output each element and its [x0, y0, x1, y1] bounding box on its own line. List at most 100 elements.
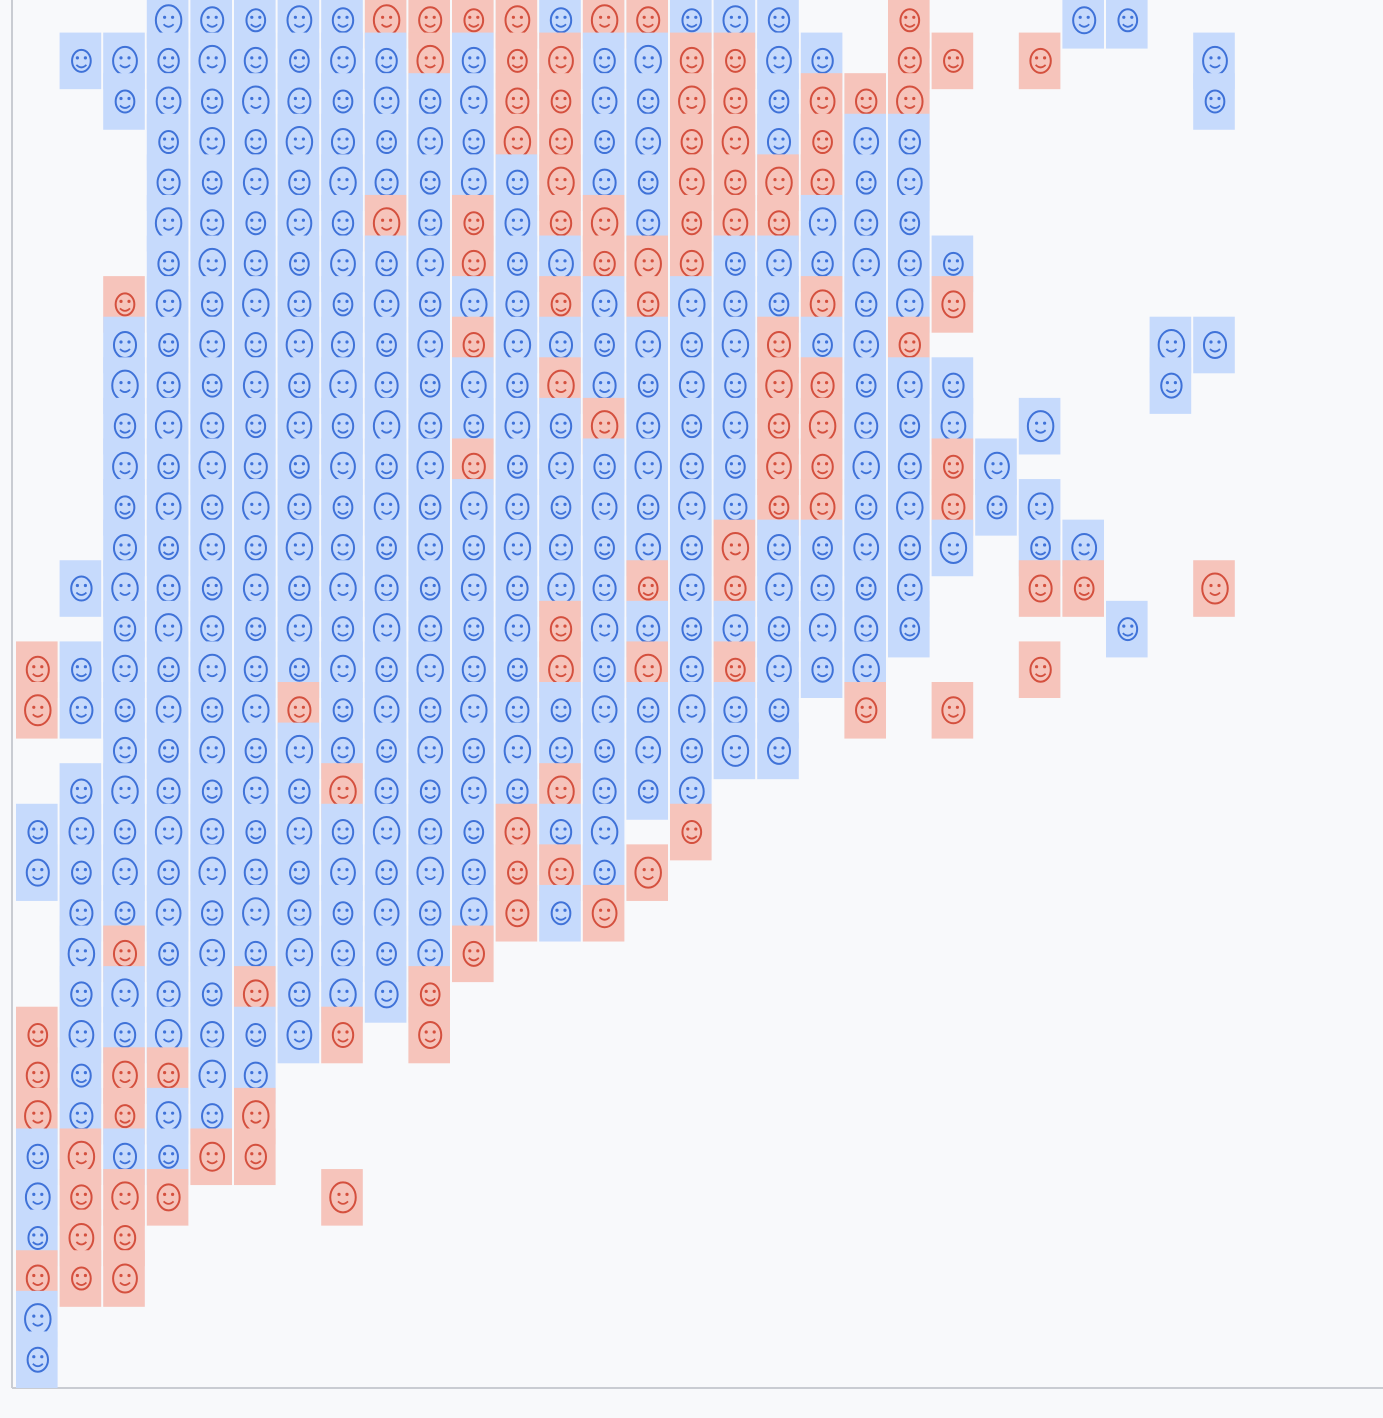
doodle-eye: [345, 1030, 348, 1033]
doodle-eye: [215, 381, 218, 384]
doodle-eye: [294, 543, 297, 546]
doodle-eye: [476, 422, 479, 425]
doodle-eye: [738, 56, 741, 59]
doodle-eye: [433, 381, 436, 384]
doodle-eye: [425, 584, 428, 587]
doodle-eye: [163, 300, 166, 303]
doodle-eye: [345, 97, 348, 100]
doodle-eye: [207, 259, 210, 262]
doodle-eye: [433, 97, 436, 100]
page: (() => { const data = JSON.parse(documen…: [0, 0, 1383, 1418]
doodle-eye: [171, 1112, 174, 1115]
doodle-eye: [76, 827, 79, 830]
doodle-eye: [76, 56, 79, 59]
doodle-eye: [730, 625, 733, 628]
doodle-eye: [730, 746, 733, 749]
tile-background: [60, 682, 102, 739]
doodle-eye: [512, 584, 515, 587]
doodle-eye: [40, 1233, 43, 1236]
doodle-tile: [583, 885, 625, 942]
doodle-eye: [215, 16, 218, 19]
doodle-eye: [520, 300, 523, 303]
doodle-eye: [817, 97, 820, 100]
doodle-eye: [294, 259, 297, 262]
doodle-eye: [520, 909, 523, 912]
doodle-eye: [817, 219, 820, 222]
doodle-eye: [84, 1274, 87, 1277]
doodle-eye: [119, 1112, 122, 1115]
doodle-eye: [119, 97, 122, 100]
doodle-eye: [32, 1112, 35, 1115]
doodle-eye: [520, 827, 523, 830]
doodle-eye: [433, 543, 436, 546]
doodle-eye: [207, 381, 210, 384]
doodle-eye: [258, 1112, 261, 1115]
doodle-eye: [991, 462, 994, 465]
doodle-eye: [258, 990, 261, 993]
doodle-tile: [16, 844, 58, 901]
doodle-eye: [32, 1274, 35, 1277]
doodle-eye: [520, 178, 523, 181]
doodle-eye: [686, 827, 689, 830]
doodle-eye: [425, 259, 428, 262]
doodle-eye: [468, 706, 471, 709]
doodle-eye: [215, 503, 218, 506]
doodle-eye: [215, 97, 218, 100]
doodle-eye: [76, 665, 79, 668]
tile-background: [321, 1007, 363, 1064]
doodle-eye: [563, 543, 566, 546]
doodle-eye: [563, 422, 566, 425]
doodle-eye: [171, 909, 174, 912]
doodle-eye: [381, 300, 384, 303]
doodle-eye: [912, 56, 915, 59]
doodle-tile: [626, 763, 668, 820]
doodle-eye: [686, 219, 689, 222]
doodle-eye: [643, 178, 646, 181]
doodle-eye: [337, 949, 340, 952]
doodle-eye: [40, 868, 43, 871]
doodle-eye: [32, 1315, 35, 1318]
doodle-eye: [294, 300, 297, 303]
doodle-eye: [215, 665, 218, 668]
doodle-eye: [512, 16, 515, 19]
doodle-eye: [912, 462, 915, 465]
doodle-eye: [40, 706, 43, 709]
doodle-eye: [302, 827, 305, 830]
doodle-eye: [294, 787, 297, 790]
doodle-tile: [714, 723, 756, 780]
tile-background: [583, 885, 625, 942]
doodle-eye: [215, 1030, 218, 1033]
doodle-eye: [345, 300, 348, 303]
doodle-tile: [16, 1331, 58, 1388]
doodle-eye: [599, 909, 602, 912]
doodle-eye: [512, 827, 515, 830]
doodle-eye: [163, 1112, 166, 1115]
doodle-eye: [389, 949, 392, 952]
doodle-eye: [215, 584, 218, 587]
doodle-eye: [651, 665, 654, 668]
doodle-eye: [555, 137, 558, 140]
doodle-eye: [730, 259, 733, 262]
doodle-tile: [626, 844, 668, 901]
doodle-eye: [599, 16, 602, 19]
doodle-eye: [520, 706, 523, 709]
doodle-eye: [345, 746, 348, 749]
doodle-eye: [651, 706, 654, 709]
doodle-eye: [425, 665, 428, 668]
doodle-eye: [119, 787, 122, 790]
doodle-eye: [773, 16, 776, 19]
doodle-eye: [425, 990, 428, 993]
doodle-eye: [163, 665, 166, 668]
doodle-eye: [302, 259, 305, 262]
doodle-eye: [825, 259, 828, 262]
doodle-eye: [337, 462, 340, 465]
doodle-eye: [127, 422, 130, 425]
doodle-eye: [1209, 56, 1212, 59]
tile-background: [103, 73, 145, 130]
doodle-eye: [607, 625, 610, 628]
doodle-eye: [76, 1233, 79, 1236]
doodle-eye: [1043, 503, 1046, 506]
doodle-eye: [738, 219, 741, 222]
doodle-eye: [686, 706, 689, 709]
doodle-eye: [433, 827, 436, 830]
